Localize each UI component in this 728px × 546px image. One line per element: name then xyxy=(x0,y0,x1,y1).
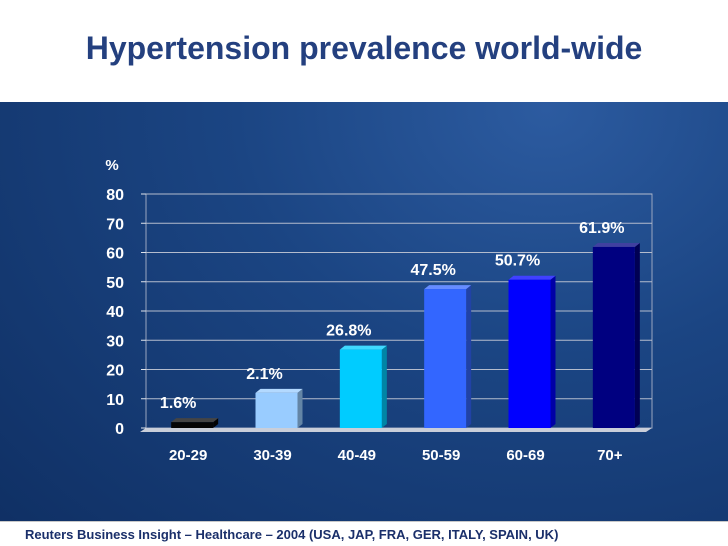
y-tick-label: 50 xyxy=(106,275,124,292)
bar-top xyxy=(508,275,556,280)
x-tick-label: 20-29 xyxy=(169,447,207,464)
data-label: 26.8% xyxy=(326,323,371,340)
y-tick-label: 40 xyxy=(106,304,124,321)
y-tick-label: 30 xyxy=(106,333,124,350)
bar-side xyxy=(297,388,303,428)
data-label: 61.9% xyxy=(579,220,624,237)
plot-floor xyxy=(140,428,652,432)
bar xyxy=(508,279,551,428)
y-tick-label: 10 xyxy=(106,392,124,409)
bar-top xyxy=(255,388,303,393)
y-axis-ticks: 0 10 20 30 40 50 60 70 80 xyxy=(106,187,124,438)
footer: Reuters Business Insight – Healthcare – … xyxy=(0,521,728,546)
data-label: 50.7% xyxy=(495,253,540,270)
data-label: 2.1% xyxy=(246,366,282,383)
source-citation: Reuters Business Insight – Healthcare – … xyxy=(25,527,559,542)
bar-top xyxy=(171,418,219,423)
x-tick-label: 50-59 xyxy=(422,447,460,464)
bar xyxy=(339,349,382,428)
title-bar: Hypertension prevalence world-wide xyxy=(0,0,728,102)
bar-top xyxy=(424,285,472,290)
bar xyxy=(424,289,467,428)
data-label: 1.6% xyxy=(160,395,196,412)
y-tick-label: 0 xyxy=(115,421,124,438)
page-title: Hypertension prevalence world-wide xyxy=(85,30,643,66)
bar xyxy=(592,246,635,428)
bar-side xyxy=(213,418,219,428)
bar-top xyxy=(339,345,387,350)
x-tick-label: 30-39 xyxy=(253,447,291,464)
y-tick-label: 70 xyxy=(106,216,124,233)
x-axis-ticks: 20-29 30-39 40-49 50-59 60-69 70+ xyxy=(169,447,623,464)
x-tick-label: 60-69 xyxy=(506,447,544,464)
data-labels: 1.6% 2.1% 26.8% 47.5% 50.7% 61.9% xyxy=(160,220,625,412)
y-tick-label: 60 xyxy=(106,246,124,263)
bar-side xyxy=(466,285,472,428)
bar-side xyxy=(550,275,556,428)
bar-side xyxy=(634,242,640,428)
data-label: 47.5% xyxy=(410,262,455,279)
grid-lines xyxy=(141,193,652,429)
y-axis-label: % xyxy=(105,157,118,174)
x-tick-label: 70+ xyxy=(597,447,623,464)
bar xyxy=(171,422,214,428)
y-tick-label: 20 xyxy=(106,363,124,380)
plot-frame xyxy=(140,193,653,432)
bar-top xyxy=(592,242,640,247)
bar-side xyxy=(381,345,387,428)
bars xyxy=(171,242,640,428)
bar-chart: 0 10 20 30 40 50 60 70 80 1.6% 2.1% 26.8% 47.5% 50.7… xyxy=(105,157,653,464)
bar xyxy=(255,392,298,428)
x-tick-label: 40-49 xyxy=(338,447,376,464)
y-tick-label: 80 xyxy=(106,187,124,204)
